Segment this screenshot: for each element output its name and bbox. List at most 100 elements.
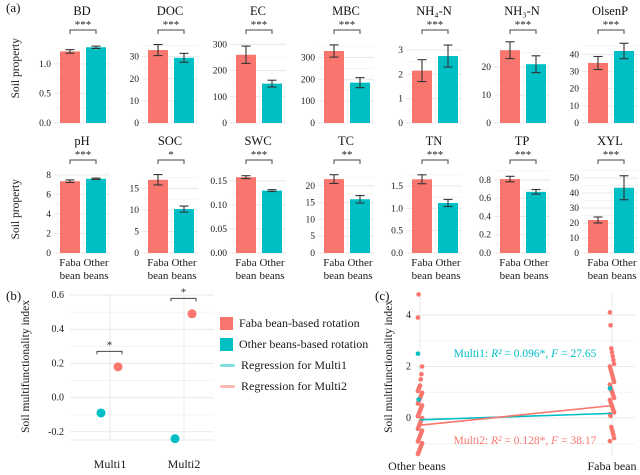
chart-title: NH₃-N (504, 4, 540, 18)
chart-title: BD (73, 4, 90, 18)
y-tick-label: 15 (306, 199, 316, 209)
x-tick-label: beans (435, 270, 460, 282)
y-tick-label: 200 (301, 75, 316, 85)
panel-a-row-2: Soil property 0 2 4 6 8 pH *** Faba bean Other bea… (8, 133, 640, 285)
y-tick-label: 0.10 (210, 201, 227, 211)
scatter-point-other-red (418, 377, 423, 382)
y-tick-label: 1.5 (391, 182, 403, 192)
scatter-point-other-red (419, 390, 425, 396)
x-tick-label: beans (171, 270, 196, 282)
bar-other-beans (350, 199, 370, 253)
scatter-point-other-red (416, 292, 421, 297)
legend-line-swatch (220, 364, 235, 367)
x-tick-label: Faba (587, 257, 609, 269)
significance-stars: *** (427, 149, 444, 161)
y-tick-label: 1.0 (39, 60, 51, 70)
scatter-point-faba-red (611, 410, 617, 415)
significance-bracket (157, 159, 185, 164)
panel-c-y-axis-label: Soil multifunctionality index (383, 300, 395, 433)
significance-bracket (245, 159, 273, 164)
legend-label: Other beans-based rotation (239, 337, 369, 351)
bar-faba-bean (236, 177, 256, 253)
scatter-point-faba-red (608, 413, 613, 419)
chart-title: SWC (244, 134, 271, 148)
scatter-point-other-red (419, 428, 425, 433)
scatter-point-faba-red (610, 353, 615, 359)
x-tick-label: bean (148, 270, 169, 282)
panel-a-row1-y-axis-label: Soil property (10, 37, 22, 99)
y-tick-label: 0 (310, 119, 315, 129)
x-tick-label: bean (412, 270, 433, 282)
bar-other-beans (438, 56, 458, 123)
significance-bracket (421, 159, 449, 164)
bar-chart-row-2: 0 2 4 6 8 pH *** Faba bean Other beans 0 5 10 15 SOC * Fa… (24, 133, 640, 285)
y-tick-label: 2 (398, 70, 403, 80)
scatter-point-faba-red (611, 395, 617, 401)
x-tick-label: Other (523, 257, 548, 269)
significance-stars: *** (427, 19, 444, 31)
y-tick-label: 0.5 (39, 89, 51, 99)
legend-item-3: Regression for Multi1 (220, 358, 375, 373)
regression-annotation-1: Multi1: R² = 0.096*, F = 27.65 (454, 348, 597, 360)
scatter-point-other-teal (416, 397, 421, 402)
y-tick-label: 0 (134, 119, 139, 129)
scatter-point-other-red (419, 403, 425, 408)
significance-stars: *** (603, 149, 620, 161)
bar-other-beans (438, 202, 458, 253)
bar-chart-NH₄-N: 0 1 2 3 NH₄-N*** (398, 4, 462, 129)
y-tick-label: 0 (574, 249, 579, 259)
significance-bracket (245, 29, 273, 34)
y-tick-label: 3 (398, 46, 403, 56)
multifunctionality-dot-plot: -0.2 0.0 0.2 0.4 0.6 Multi1 Multi2 * * (48, 286, 214, 471)
y-tick-label: 4 (46, 210, 51, 220)
scatter-point-other-teal (415, 351, 421, 356)
panel-a-row2-y-axis-label: Soil property (10, 178, 22, 240)
x-tick-label: Multi2 (168, 457, 201, 471)
bar-chart-DOC: 0 10 20 30 DOC*** (130, 4, 198, 129)
x-tick-label: Other (171, 257, 196, 269)
x-tick-label: bean (60, 270, 81, 282)
y-tick-label: 10 (130, 97, 140, 107)
legend-item-2: Other beans-based rotation (220, 337, 375, 352)
x-tick-label: Other (347, 257, 372, 269)
y-tick-label: 0.0 (52, 393, 65, 404)
y-tick-label: 20 (570, 85, 580, 95)
chart-title: OlsenP (592, 4, 628, 18)
y-tick-label: 0.15 (210, 177, 227, 187)
significance-bracket (597, 29, 625, 34)
panel-b-label: (b) (6, 288, 22, 303)
y-tick-label: 0.4 (52, 324, 65, 335)
y-tick-label: 0.4 (479, 212, 491, 222)
bar-other-beans (174, 57, 194, 123)
bar-other-beans (350, 82, 370, 123)
y-tick-label: 0.0 (479, 249, 491, 259)
significance-bracket (333, 159, 361, 164)
significance-stars: *** (603, 19, 620, 31)
y-tick-label: 0 (406, 413, 411, 424)
chart-title: NH₄-N (416, 4, 452, 18)
significance-bracket (509, 29, 537, 34)
legend-color-swatch (220, 338, 233, 351)
scatter-point-other-red (419, 364, 425, 369)
dot-Multi1-other (96, 408, 106, 418)
y-tick-label: 20 (570, 219, 580, 229)
bar-faba-bean (148, 50, 168, 124)
y-tick-label: 10 (130, 206, 140, 216)
y-tick-label: 8 (46, 171, 51, 181)
y-tick-label: 0.8 (479, 176, 491, 186)
x-tick-label: Other beans (388, 459, 446, 473)
bar-faba-bean (236, 54, 256, 123)
significance-stars: * (181, 288, 187, 298)
bar-faba-bean (500, 179, 520, 253)
x-tick-label: Faba bean (588, 459, 637, 473)
significance-stars: *** (251, 19, 268, 31)
bar-faba-bean (324, 179, 344, 253)
y-tick-label: 40 (570, 50, 580, 60)
y-tick-label: 40 (570, 189, 580, 199)
regression-annotation-2: Multi2: R² = 0.128*, F = 38.17 (454, 435, 597, 447)
y-tick-label: 10 (306, 215, 316, 225)
legend-label: Faba bean-based rotation (239, 316, 360, 330)
y-tick-label: 4 (406, 310, 411, 321)
y-tick-label: 0.00 (210, 249, 227, 259)
